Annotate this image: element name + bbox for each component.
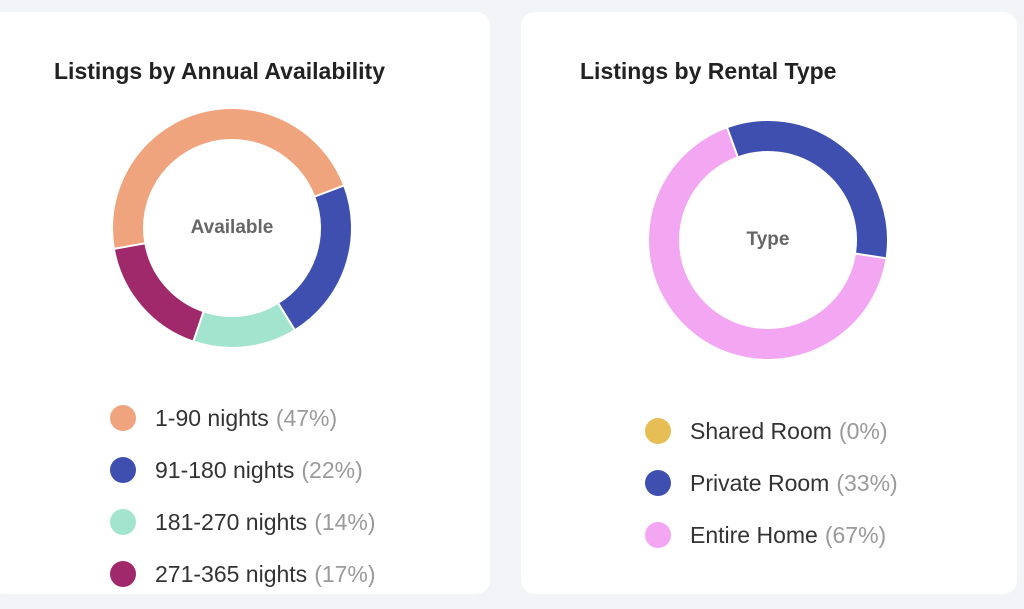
legend-swatch bbox=[110, 405, 136, 431]
legend-label: 271-365 nights bbox=[155, 560, 308, 587]
legend-percent: (67%) bbox=[824, 521, 887, 548]
legend-item-entire-home[interactable]: Entire Home (67%) bbox=[645, 509, 898, 561]
legend-item-181-270-nights[interactable]: 181-270 nights (14%) bbox=[110, 496, 376, 548]
legend-percent: (47%) bbox=[275, 404, 338, 431]
legend-label: Private Room bbox=[690, 469, 830, 496]
legend-label: 181-270 nights bbox=[155, 508, 308, 535]
rental-type-chart-title: Listings by Rental Type bbox=[580, 58, 837, 84]
donut-slice-1-90-nights[interactable] bbox=[113, 109, 344, 249]
slice-separator bbox=[726, 126, 739, 158]
availability-legend: 1-90 nights (47%) 91-180 nights (22%) 18… bbox=[110, 392, 376, 600]
legend-percent: (22%) bbox=[301, 456, 363, 483]
slice-separator bbox=[113, 242, 146, 250]
legend-percent: (0%) bbox=[838, 417, 888, 444]
rental-type-legend: Shared Room (0%) Private Room (33%) Enti… bbox=[645, 405, 898, 561]
donut-slice-private-room[interactable] bbox=[727, 121, 887, 259]
donut-slice-181-270-nights[interactable] bbox=[193, 303, 295, 347]
legend-label: Entire Home bbox=[690, 521, 818, 548]
legend-swatch bbox=[645, 418, 671, 444]
donut-slice-271-365-nights[interactable] bbox=[114, 242, 204, 341]
donut-slice-91-180-nights[interactable] bbox=[278, 185, 351, 330]
legend-percent: (14%) bbox=[314, 508, 376, 535]
legend-percent: (17%) bbox=[314, 560, 376, 587]
legend-label: 91-180 nights bbox=[155, 456, 295, 483]
legend-item-91-180-nights[interactable]: 91-180 nights (22%) bbox=[110, 444, 376, 496]
rental-type-donut-chart: Type bbox=[649, 121, 887, 359]
rental-type-chart-card: Listings by Rental Type Type Shared Room… bbox=[521, 12, 1017, 594]
legend-percent: (33%) bbox=[836, 469, 898, 496]
slice-separator bbox=[277, 302, 296, 331]
legend-item-1-90-nights[interactable]: 1-90 nights (47%) bbox=[110, 392, 376, 444]
legend-swatch bbox=[645, 470, 671, 496]
availability-donut-chart: Available bbox=[113, 109, 351, 347]
legend-swatch bbox=[110, 509, 136, 535]
rental-type-center-label: Type bbox=[747, 229, 790, 250]
slice-separator bbox=[192, 310, 205, 342]
availability-chart-card: Listings by Annual Availability Availabl… bbox=[0, 12, 490, 594]
legend-label: 1-90 nights bbox=[155, 404, 269, 431]
slice-separator bbox=[313, 184, 345, 198]
legend-swatch bbox=[110, 561, 136, 587]
legend-item-271-365-nights[interactable]: 271-365 nights (17%) bbox=[110, 548, 376, 600]
legend-swatch bbox=[110, 457, 136, 483]
availability-center-label: Available bbox=[191, 217, 274, 238]
legend-label: Shared Room bbox=[690, 417, 832, 444]
legend-item-private-room[interactable]: Private Room (33%) bbox=[645, 457, 898, 509]
slice-separator bbox=[854, 252, 887, 260]
legend-swatch bbox=[645, 522, 671, 548]
availability-chart-title: Listings by Annual Availability bbox=[54, 58, 385, 84]
legend-item-shared-room[interactable]: Shared Room (0%) bbox=[645, 405, 898, 457]
donut-slice-entire-home[interactable] bbox=[649, 128, 886, 359]
